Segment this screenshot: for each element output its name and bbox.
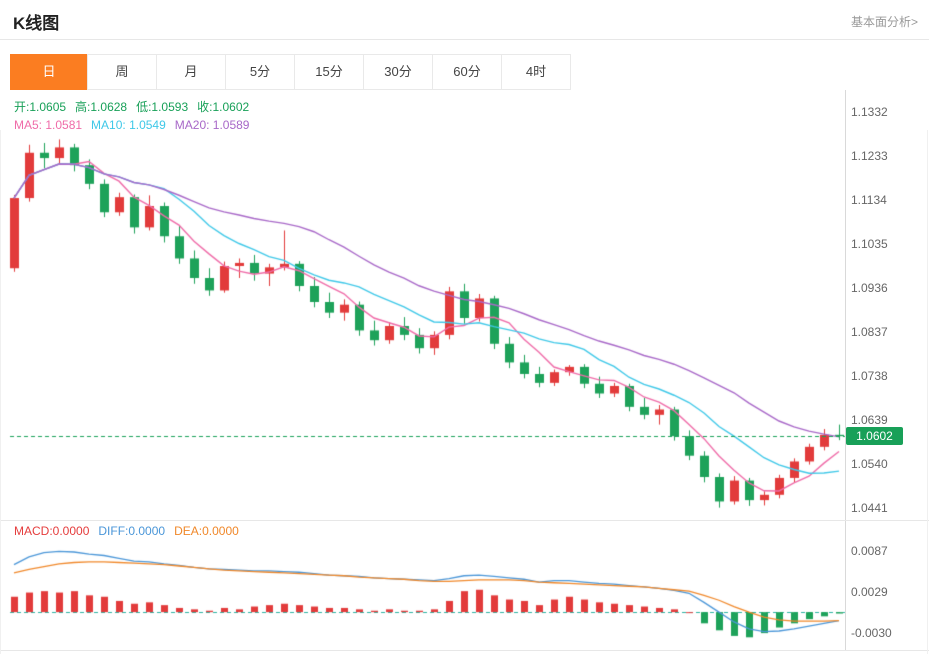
page-title: K线图 — [13, 14, 60, 33]
tab-5min[interactable]: 5分 — [225, 54, 295, 90]
ma5-value: MA5: 1.0581 — [14, 118, 83, 132]
left-border — [0, 130, 1, 654]
axis-tick-label: 1.1134 — [851, 193, 887, 207]
fundamental-analysis-link[interactable]: 基本面分析> — [850, 15, 918, 29]
ohlc-open-value: 开:1.0605 — [14, 100, 67, 114]
panel-separator — [0, 520, 929, 521]
diff-value: DIFF:0.0000 — [98, 524, 166, 538]
chart-area: 开:1.0605 高:1.0628 低:1.0593 收:1.0602 MA5:… — [0, 90, 929, 654]
ma10-value: MA10: 1.0549 — [91, 118, 166, 132]
axis-tick-label: 1.0639 — [851, 413, 888, 427]
axis-tick-label: 1.0441 — [851, 501, 888, 515]
price-axis-line — [845, 90, 846, 650]
axis-tick-label: 1.1332 — [851, 105, 888, 119]
macd-value-axis: 0.0087 0.0029 -0.0030 — [851, 545, 921, 639]
axis-tick-label: 1.0738 — [851, 369, 888, 383]
ma-legend: MA5: 1.0581 MA10: 1.0549 MA20: 1.0589 — [14, 118, 258, 132]
tab-4hour[interactable]: 4时 — [501, 54, 571, 90]
axis-tick-label: 0.0029 — [851, 585, 888, 599]
axis-tick-label: 1.1233 — [851, 149, 888, 163]
ohlc-close-value: 收:1.0602 — [197, 100, 250, 114]
right-border — [927, 130, 928, 654]
axis-tick-label: 1.0837 — [851, 325, 888, 339]
tab-15min[interactable]: 15分 — [294, 54, 364, 90]
axis-tick-label: 1.1035 — [851, 237, 888, 251]
ohlc-low-value: 低:1.0593 — [136, 100, 189, 114]
axis-tick-label: -0.0030 — [851, 626, 892, 640]
tab-60min[interactable]: 60分 — [432, 54, 502, 90]
tab-week[interactable]: 周 — [87, 54, 157, 90]
macd-value: MACD:0.0000 — [14, 524, 90, 538]
macd-legend: MACD:0.0000 DIFF:0.0000 DEA:0.0000 — [14, 524, 248, 538]
dea-value: DEA:0.0000 — [174, 524, 239, 538]
page-header: K线图 基本面分析> — [0, 0, 929, 40]
bottom-border — [0, 650, 929, 651]
tab-day[interactable]: 日 — [10, 54, 88, 90]
ohlc-legend: 开:1.0605 高:1.0628 低:1.0593 收:1.0602 — [14, 98, 258, 115]
tab-30min[interactable]: 30分 — [363, 54, 433, 90]
main-price-axis: 1.1332 1.1233 1.1134 1.1035 1.0936 1.0837 1.07… — [851, 106, 921, 514]
axis-tick-label: 1.0540 — [851, 457, 888, 471]
axis-tick-label: 1.0936 — [851, 281, 888, 295]
tab-month[interactable]: 月 — [156, 54, 226, 90]
current-price-tag: 1.0602 — [846, 427, 903, 445]
interval-tabs: 日 周 月 5分 15分 30分 60分 4时 — [10, 54, 571, 90]
kline-chart-canvas[interactable] — [0, 90, 929, 654]
ohlc-high-value: 高:1.0628 — [75, 100, 128, 114]
ma20-value: MA20: 1.0589 — [174, 118, 250, 132]
axis-tick-label: 0.0087 — [851, 544, 888, 558]
